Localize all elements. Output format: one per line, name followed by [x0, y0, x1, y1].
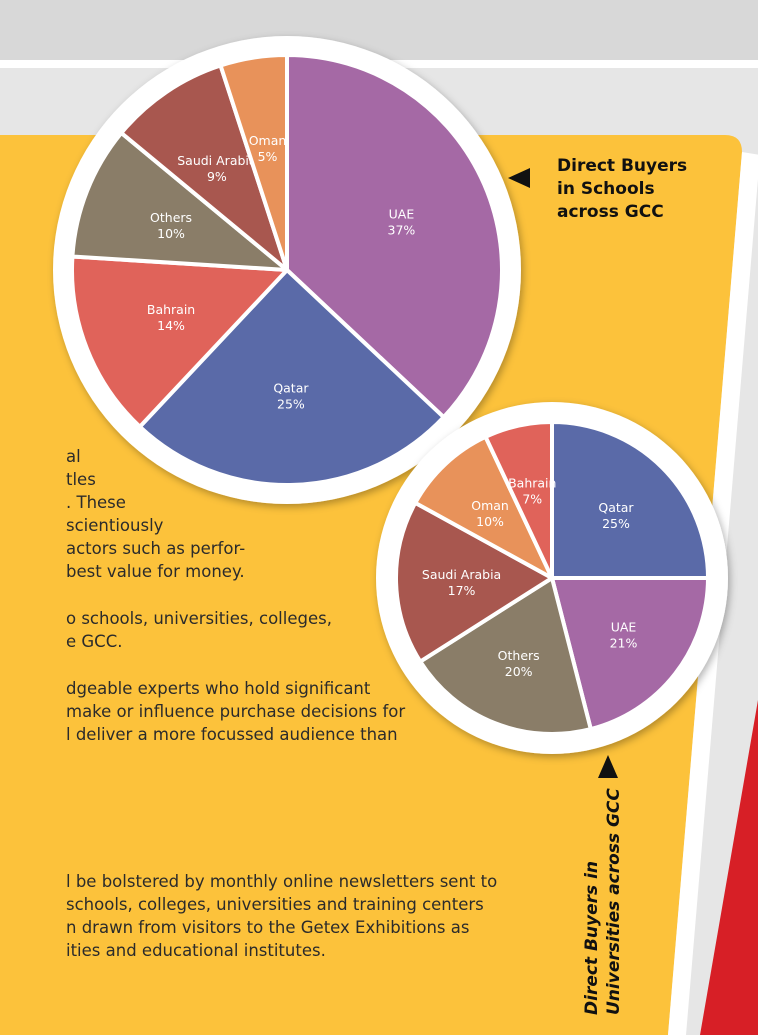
slice-label: Oman: [249, 133, 287, 148]
pie-slice: [394, 500, 554, 664]
top-band: [0, 0, 758, 60]
body-line: l be bolstered by monthly online newslet…: [66, 872, 497, 891]
slice-value: 25%: [602, 516, 630, 531]
chart-title: in Schools: [557, 179, 655, 199]
chart-title: Universities across GCC: [604, 788, 624, 1015]
body-line: scientiously: [66, 516, 164, 535]
slice-label: Bahrain: [147, 302, 195, 317]
slice-label: Qatar: [273, 381, 309, 396]
pie-slice: [413, 434, 554, 580]
slice-value: 20%: [505, 664, 533, 679]
red-wedge: [700, 700, 758, 1035]
slice-value: 37%: [388, 222, 416, 237]
slice-value: 14%: [157, 318, 185, 333]
slice-label: Others: [150, 210, 192, 225]
body-line: make or influence purchase decisions for: [66, 702, 405, 721]
slice-label: UAE: [389, 206, 415, 221]
body-line: l deliver a more focussed audience than: [66, 725, 398, 744]
pie-slice: [550, 576, 710, 732]
slice-label: Oman: [471, 498, 509, 513]
slice-value: 7%: [522, 492, 542, 507]
slice-value: 5%: [258, 149, 278, 164]
pie-slice: [550, 420, 710, 580]
pie-slice: [137, 268, 446, 487]
slice-value: 10%: [476, 514, 504, 529]
pie-slice: [70, 130, 289, 272]
slice-label: Saudi Arabia: [177, 153, 256, 168]
body-line: best value for money.: [66, 562, 245, 581]
pie-slice: [418, 576, 593, 736]
chart-title: Direct Buyers: [557, 156, 687, 176]
body-line: al: [66, 447, 81, 466]
body-line: ities and educational institutes.: [66, 941, 326, 960]
chart-title: across GCC: [557, 202, 664, 222]
pie-slice: [483, 420, 554, 580]
pie-slice: [119, 63, 289, 272]
body-line: dgeable experts who hold significant: [66, 679, 371, 698]
body-line: n drawn from visitors to the Getex Exhib…: [66, 918, 470, 937]
slice-label: Bahrain: [508, 476, 556, 491]
slice-label: Saudi Arabia: [422, 567, 501, 582]
pointer: [508, 168, 530, 188]
body-line: . These: [66, 493, 126, 512]
body-line: tles: [66, 470, 96, 489]
slice-value: 9%: [207, 169, 227, 184]
slice-label: Qatar: [598, 500, 634, 515]
chart-title: Direct Buyers in: [582, 861, 602, 1015]
pointer: [598, 755, 618, 778]
slice-value: 17%: [448, 583, 476, 598]
slice-value: 21%: [610, 635, 638, 650]
body-line: o schools, universities, colleges,: [66, 609, 332, 628]
slice-value: 25%: [277, 397, 305, 412]
body-text: al tles . These scientiously actors such as …: [66, 447, 497, 960]
pie-slice: [285, 53, 504, 420]
slice-label: Others: [498, 648, 540, 663]
slice-value: 10%: [157, 226, 185, 241]
pie-slice: [70, 254, 289, 429]
slice-label: UAE: [611, 619, 637, 634]
body-line: e GCC.: [66, 632, 122, 651]
pie-slice: [218, 53, 289, 272]
body-line: schools, colleges, universities and trai…: [66, 895, 484, 914]
body-line: actors such as perfor-: [66, 539, 245, 558]
